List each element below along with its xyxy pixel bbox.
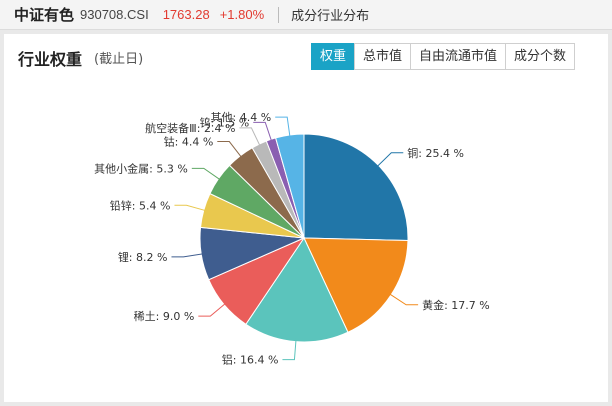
slice-label-8: 航空装备Ⅲ: 2.4 % <box>145 121 235 135</box>
slice-label-6: 其他小金属: 5.3 % <box>94 161 188 175</box>
leader-line-9 <box>253 121 273 144</box>
leader-line-2 <box>282 337 297 361</box>
slice-label-2: 铝: 16.4 % <box>222 353 279 367</box>
leader-line-1 <box>387 292 419 306</box>
leader-line-8 <box>239 127 262 148</box>
leader-line-4 <box>171 252 206 258</box>
leader-line-5 <box>174 204 208 212</box>
tab-constituent-count[interactable]: 成分个数 <box>505 43 576 70</box>
index-name: 中证有色 <box>14 6 75 24</box>
leader-line-0 <box>375 152 404 169</box>
tab-weight[interactable]: 权重 <box>311 43 356 70</box>
slice-label-5: 铅锌: 5.4 % <box>110 198 171 212</box>
slice-label-7: 钴: 4.4 % <box>164 135 214 149</box>
index-change: +1.80% <box>219 7 265 22</box>
tab-free-float-market-cap[interactable]: 自由流通市值 <box>410 43 507 70</box>
slice-label-0: 铜: 25.4 % <box>407 146 464 160</box>
index-price: 1763.28 <box>162 7 210 22</box>
leader-line-10 <box>275 116 291 140</box>
industry-weight-pie-chart: 铜: 25.4 % 黄金: 17.7 % 铝: 16.4 % 稀土: 9.0 % 锂: … <box>94 111 490 367</box>
slice-label-4: 锂: 8.2 % <box>118 250 168 264</box>
slice-label-9: 钨: 1.5 % <box>200 116 250 129</box>
leader-line-7 <box>217 141 244 160</box>
leader-line-6 <box>191 167 223 182</box>
slice-label-10: 其他: 4.4 % <box>211 111 272 124</box>
header-divider <box>278 6 280 23</box>
slice-label-1: 黄金: 17.7 % <box>422 298 490 312</box>
panel-subtitle: (截止日) <box>94 52 144 67</box>
slice-label-3: 稀土: 9.0 % <box>134 310 195 323</box>
tab-total-market-cap[interactable]: 总市值 <box>354 43 412 70</box>
pie-slice-0[interactable] <box>303 133 409 241</box>
index-code: 930708.CSI <box>80 7 149 22</box>
index-header: 中证有色 930708.CSI 1763.28 +1.80% 成分行业分布 <box>0 0 612 30</box>
metric-tabs: 权重 总市值 自由流通市值 成分个数 <box>311 43 576 70</box>
industry-weight-panel: 行业权重 (截止日) 权重 总市值 自由流通市值 成分个数 铜: 25.4 % 黄… <box>4 34 608 402</box>
panel-title: 行业权重 <box>18 50 83 69</box>
leader-line-3 <box>198 301 228 317</box>
section-title: 成分行业分布 <box>291 9 370 24</box>
